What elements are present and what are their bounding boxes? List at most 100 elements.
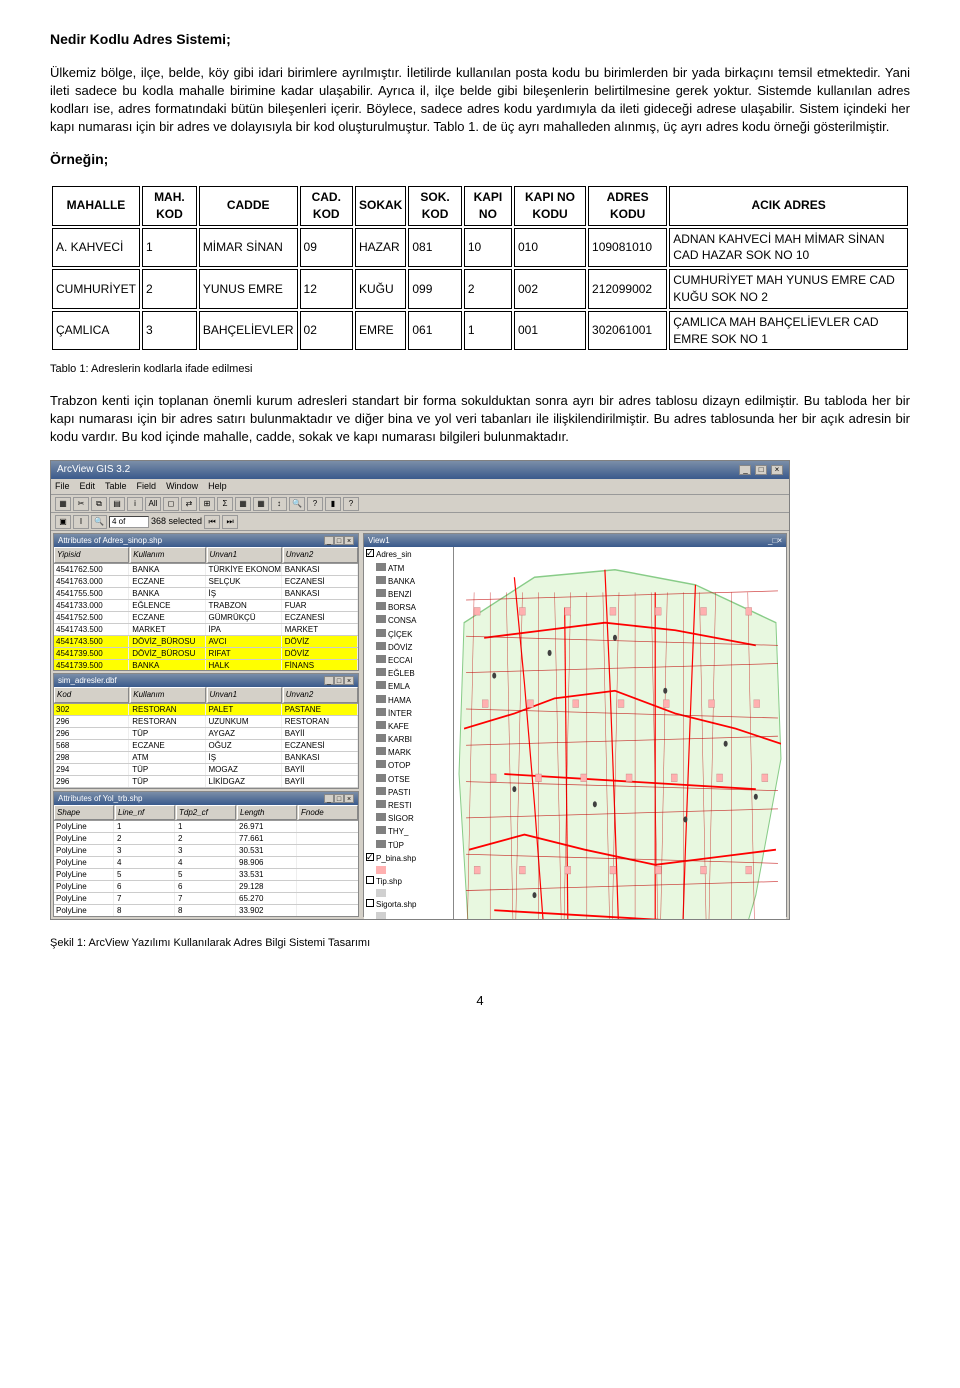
attr-row[interactable]: 298ATMİŞBANKASI (54, 752, 358, 764)
layer-checkbox[interactable] (366, 549, 374, 557)
menu-item[interactable]: Edit (80, 480, 96, 493)
attr-row[interactable]: 4541763.000ECZANESELÇUKECZANESİ (54, 576, 358, 588)
table-cell: ADNAN KAHVECİ MAH MİMAR SİNAN CAD HAZAR … (669, 228, 908, 268)
attr-row[interactable]: PolyLine2277.661 (54, 833, 358, 845)
menu-item[interactable]: File (55, 480, 70, 493)
tool-first-icon[interactable]: ⏮ (204, 515, 220, 529)
tool-calc2-icon[interactable]: ▦ (253, 497, 269, 511)
tool-query-icon[interactable]: ? (307, 497, 323, 511)
attr-row[interactable]: 568ECZANEOĞUZECZANESİ (54, 740, 358, 752)
tool-chart-icon[interactable]: ▮ (325, 497, 341, 511)
menu-item[interactable]: Window (166, 480, 198, 493)
attr-row[interactable]: 4541743.500MARKETİPAMARKET (54, 624, 358, 636)
attr-row[interactable]: PolyLine5533.531 (54, 869, 358, 881)
attr-col-header[interactable]: Kod (54, 687, 129, 702)
tool-pointer-icon[interactable]: ▣ (55, 515, 71, 529)
attr-row[interactable]: PolyLine8833.902 (54, 905, 358, 916)
view-close-icon[interactable]: × (777, 536, 782, 545)
tool-edit-icon[interactable]: I (73, 515, 89, 529)
map-canvas[interactable] (454, 547, 786, 920)
legend-swatch-icon (376, 695, 386, 703)
tool-none-icon[interactable]: ◻ (163, 497, 179, 511)
tool-all-icon[interactable]: All (145, 497, 161, 511)
attr-row[interactable]: 294TÜPMOGAZBAYİİ (54, 764, 358, 776)
tool-help-icon[interactable]: ? (343, 497, 359, 511)
maximize-icon[interactable]: □ (755, 465, 767, 475)
attr-col-header[interactable]: Unvan2 (283, 547, 358, 562)
layer-legend-item: KAFE (366, 721, 451, 732)
attr-cell: 1 (176, 821, 236, 832)
tool-sort-icon[interactable]: ↕ (271, 497, 287, 511)
attr-col-header[interactable]: Fnode (298, 805, 358, 820)
attr-col-header[interactable]: Unvan1 (207, 547, 282, 562)
attr-col-header[interactable]: Line_nf (115, 805, 175, 820)
tool-join-icon[interactable]: ⊞ (199, 497, 215, 511)
tool-info-icon[interactable]: i (127, 497, 143, 511)
attr3-max-icon[interactable]: □ (334, 794, 344, 803)
attr-row[interactable]: 4541762.500BANKATÜRKİYE EKONOMİBANKASI (54, 564, 358, 576)
record-input[interactable] (109, 516, 149, 528)
attr-row[interactable]: PolyLine4498.906 (54, 857, 358, 869)
tool-search-icon[interactable]: 🔍 (91, 515, 107, 529)
attr3-min-icon[interactable]: _ (324, 794, 334, 803)
toolbar-1: ▦ ✂ ⧉ ▤ i All ◻ ⇄ ⊞ Σ ▦ ▦ ↕ 🔍 ? ▮ ? (51, 495, 789, 513)
attr-cell: PolyLine (54, 833, 114, 844)
layer-item[interactable]: Tip.shp (366, 876, 451, 887)
attr-row[interactable]: 296RESTORANUZUNKUMRESTORAN (54, 716, 358, 728)
tool-find-icon[interactable]: 🔍 (289, 497, 305, 511)
attr-col-header[interactable]: Length (237, 805, 297, 820)
table-cell: 001 (514, 311, 586, 351)
attr-col-header[interactable]: Tdp2_cf (176, 805, 236, 820)
attr-col-header[interactable]: Unvan1 (207, 687, 282, 702)
layer-checkbox[interactable] (366, 899, 374, 907)
attr2-min-icon[interactable]: _ (324, 676, 334, 685)
table-cell: CUMHURİYET (52, 269, 140, 309)
attr-row[interactable]: PolyLine1126.971 (54, 821, 358, 833)
legend-swatch-icon (376, 563, 386, 571)
attr-col-header[interactable]: Kullanım (130, 687, 205, 702)
attr-col-header[interactable]: Yipisid (54, 547, 129, 562)
layer-checkbox[interactable] (366, 876, 374, 884)
attr1-max-icon[interactable]: □ (334, 536, 344, 545)
attr2-close-icon[interactable]: × (344, 676, 354, 685)
attr-row[interactable]: PolyLine7765.270 (54, 893, 358, 905)
attr1-min-icon[interactable]: _ (324, 536, 334, 545)
tool-paste-icon[interactable]: ▤ (109, 497, 125, 511)
layer-item[interactable]: Sigorta.shp (366, 899, 451, 910)
attr-col-header[interactable]: Unvan2 (283, 687, 358, 702)
tool-swap-icon[interactable]: ⇄ (181, 497, 197, 511)
table-cell: ÇAMLICA (52, 311, 140, 351)
attr-row[interactable]: 302RESTORANPALETPASTANE (54, 704, 358, 716)
attr-row[interactable]: 4541755.500BANKAİŞBANKASI (54, 588, 358, 600)
attr-row[interactable]: 296TÜPAYGAZBAYİİ (54, 728, 358, 740)
menu-item[interactable]: Field (137, 480, 157, 493)
tool-save-icon[interactable]: ▦ (55, 497, 71, 511)
attr-row[interactable]: 4541739.500BANKAHALKFİNANS (54, 660, 358, 671)
attr3-close-icon[interactable]: × (344, 794, 354, 803)
attr1-close-icon[interactable]: × (344, 536, 354, 545)
attr-row[interactable]: PolyLine3330.531 (54, 845, 358, 857)
attr-col-header[interactable]: Shape (54, 805, 114, 820)
attr-row[interactable]: 4541752.500ECZANEGÜMRÜKÇÜECZANESİ (54, 612, 358, 624)
tool-last-icon[interactable]: ⏭ (222, 515, 238, 529)
tool-calc-icon[interactable]: ▦ (235, 497, 251, 511)
layer-item[interactable]: Adres_sin (366, 549, 451, 560)
minimize-icon[interactable]: _ (739, 465, 751, 475)
layer-checkbox[interactable] (366, 853, 374, 861)
menu-item[interactable]: Help (208, 480, 227, 493)
tool-copy-icon[interactable]: ⧉ (91, 497, 107, 511)
attr-row[interactable]: 4541733.000EĞLENCETRABZONFUAR (54, 600, 358, 612)
layer-legend-item: ÇİÇEK (366, 629, 451, 640)
attr-row[interactable]: 296TÜPLİKİDGAZBAYİİ (54, 776, 358, 788)
attr-row[interactable]: 4541739.500DÖVİZ_BÜROSURIFATDÖVİZ (54, 648, 358, 660)
close-icon[interactable]: × (771, 465, 783, 475)
attr-cell: ECZANE (130, 612, 205, 623)
attr-col-header[interactable]: Kullanım (130, 547, 205, 562)
attr-row[interactable]: PolyLine6629.128 (54, 881, 358, 893)
tool-sum-icon[interactable]: Σ (217, 497, 233, 511)
attr2-max-icon[interactable]: □ (334, 676, 344, 685)
menu-item[interactable]: Table (105, 480, 127, 493)
tool-cut-icon[interactable]: ✂ (73, 497, 89, 511)
layer-item[interactable]: P_bina.shp (366, 853, 451, 864)
attr-row[interactable]: 4541743.500DÖVİZ_BÜROSUAVCIDÖVİZ (54, 636, 358, 648)
